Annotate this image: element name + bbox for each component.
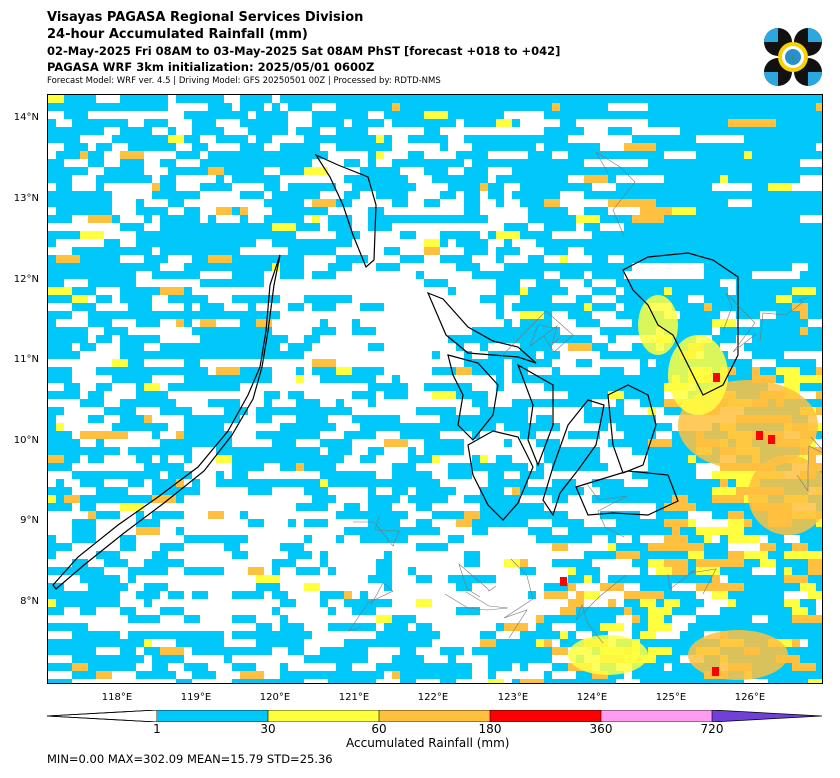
title-initialization: PAGASA WRF 3km initialization: 2025/05/0…: [47, 60, 375, 74]
colorbar-segment-60-180: [379, 710, 490, 722]
title-office: Visayas PAGASA Regional Services Divisio…: [47, 10, 364, 25]
colorbar-segment-720-up: [712, 710, 822, 722]
rainfall-map: [47, 94, 823, 684]
longitude-label: 122°E: [417, 692, 449, 703]
colorbar-segment-under: [47, 710, 158, 722]
longitude-label: 120°E: [259, 692, 291, 703]
latitude-label: 10°N: [13, 435, 39, 446]
latitude-label: 9°N: [20, 515, 39, 526]
latitude-label: 13°N: [13, 193, 39, 204]
colorbar-tick: 1: [153, 722, 161, 736]
longitude-label: 118°E: [101, 692, 133, 703]
statistics-summary: MIN=0.00 MAX=302.09 MEAN=15.79 STD=25.36: [47, 752, 333, 766]
colorbar-tick: 60: [371, 722, 387, 736]
longitude-label: 124°E: [576, 692, 608, 703]
colorbar-segment-30-60: [268, 710, 379, 722]
colorbar-tick: 360: [589, 722, 613, 736]
pagasa-logo: [764, 28, 822, 86]
longitude-label: 121°E: [338, 692, 370, 703]
latitude-label: 14°N: [13, 112, 39, 123]
colorbar-tick: 720: [700, 722, 724, 736]
longitude-label: 119°E: [180, 692, 212, 703]
colorbar-label: Accumulated Rainfall (mm): [346, 736, 510, 750]
colorbar-segment-1-30: [157, 710, 268, 722]
colorbar-tick: 30: [260, 722, 276, 736]
latitude-label: 12°N: [13, 274, 39, 285]
rainfall-map-canvas: [48, 95, 822, 683]
title-period: 02-May-2025 Fri 08AM to 03-May-2025 Sat …: [47, 44, 561, 58]
colorbar-tick: 180: [478, 722, 502, 736]
colorbar: [47, 710, 823, 722]
title-product: 24-hour Accumulated Rainfall (mm): [47, 27, 308, 42]
colorbar-segment-180-360: [490, 710, 601, 722]
colorbar-segment-360-720: [601, 710, 712, 722]
latitude-label: 11°N: [13, 354, 39, 365]
longitude-label: 125°E: [655, 692, 687, 703]
longitude-label: 126°E: [734, 692, 766, 703]
latitude-label: 8°N: [20, 596, 39, 607]
title-model-info: Forecast Model: WRF ver. 4.5 | Driving M…: [47, 76, 441, 86]
longitude-label: 123°E: [497, 692, 529, 703]
